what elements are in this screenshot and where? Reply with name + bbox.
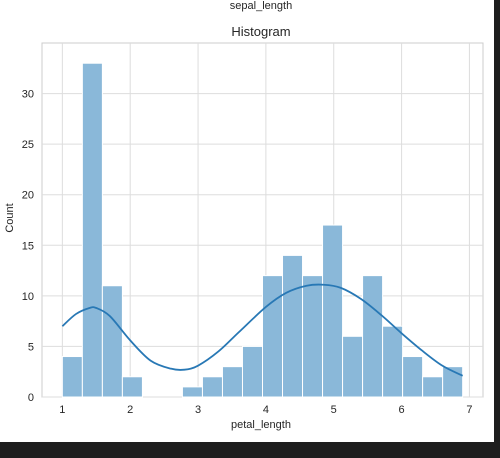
figure-suptitle: sepal_length	[230, 0, 292, 12]
kde-line	[61, 283, 464, 377]
histogram-bar	[302, 275, 324, 398]
histogram-bar	[402, 356, 424, 398]
x-axis-label: petal_length	[231, 419, 291, 431]
y-tick-label: 25	[22, 139, 34, 151]
y-tick-label: 10	[22, 291, 34, 303]
kde-curve-group	[61, 283, 464, 377]
histogram-bars	[61, 62, 464, 398]
histogram-bar	[201, 376, 223, 398]
histogram-bar	[181, 386, 203, 398]
window-bottom-bar	[0, 442, 500, 458]
histogram-bar	[362, 275, 384, 398]
histogram-bar	[221, 366, 243, 398]
histogram-bar	[282, 254, 304, 398]
histogram-bar	[81, 62, 103, 398]
histogram-chart: sepal_length Histogram 1 2 3 4 5 6 7 0 5 10 15 20 25…	[4, 0, 484, 431]
y-tick-label: 30	[22, 89, 34, 101]
histogram-bar	[61, 356, 83, 398]
x-tick-label: 3	[195, 404, 201, 416]
x-tick-label: 4	[263, 404, 269, 416]
histogram-bar	[241, 345, 263, 398]
axis-ticks: 1 2 3 4 5 6 7 0 5 10 15 20 25 30	[22, 89, 473, 416]
y-tick-label: 20	[22, 190, 34, 202]
histogram-bar	[101, 285, 123, 398]
histogram-bar	[422, 376, 444, 398]
y-axis-label: Count	[4, 203, 16, 232]
x-tick-label: 5	[331, 404, 337, 416]
histogram-bar	[121, 376, 143, 398]
histogram-bar	[342, 335, 364, 398]
x-tick-label: 6	[399, 404, 405, 416]
histogram-bar	[382, 325, 404, 398]
x-tick-label: 7	[466, 404, 472, 416]
x-tick-label: 1	[59, 404, 65, 416]
y-tick-label: 15	[22, 240, 34, 252]
histogram-bar	[262, 275, 284, 398]
chart-title: Histogram	[231, 24, 290, 39]
histogram-bar	[322, 224, 344, 398]
chart-figure: sepal_length Histogram 1 2 3 4 5 6 7 0 5 10 15 20 25…	[0, 0, 494, 442]
y-tick-label: 0	[28, 392, 34, 404]
window-edge	[494, 0, 500, 442]
y-tick-label: 5	[28, 341, 34, 353]
x-tick-label: 2	[127, 404, 133, 416]
